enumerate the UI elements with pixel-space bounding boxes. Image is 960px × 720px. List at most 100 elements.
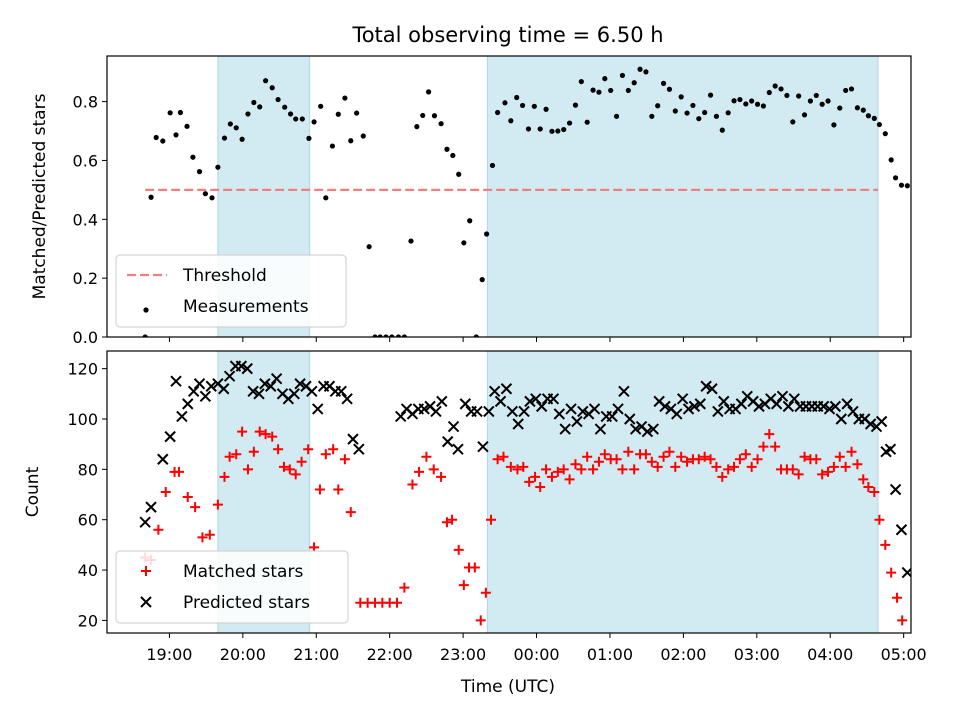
data-point-predicted	[459, 398, 472, 410]
data-point-measurement	[306, 135, 312, 141]
data-point-measurement	[160, 138, 166, 144]
data-point-measurement	[707, 92, 714, 98]
data-point-measurement	[233, 125, 239, 131]
data-point-measurement	[342, 95, 348, 101]
data-point-measurement	[329, 143, 336, 149]
data-point-matched	[729, 461, 740, 472]
data-point-measurement	[245, 111, 251, 117]
data-point-predicted	[606, 410, 618, 423]
y-tick-label: 60	[78, 511, 98, 530]
data-point-measurement	[625, 87, 631, 94]
data-point-matched	[392, 597, 403, 608]
data-point-matched	[670, 461, 681, 472]
data-point-predicted	[253, 388, 265, 400]
data-point-measurement	[737, 96, 743, 103]
data-point-measurement	[888, 157, 894, 163]
x-tick-label: 19:00	[146, 645, 192, 664]
data-point-measurement	[348, 138, 354, 144]
data-point-matched	[296, 456, 307, 467]
data-point-measurement	[749, 98, 755, 104]
data-point-measurement	[807, 98, 814, 104]
data-point-predicted	[565, 403, 577, 415]
data-point-measurement	[725, 110, 731, 116]
data-point-matched	[552, 466, 563, 477]
data-point-measurement	[383, 334, 389, 337]
x-tick-label: 03:00	[734, 645, 780, 664]
data-point-matched	[469, 562, 480, 573]
data-point-measurement	[549, 128, 555, 134]
data-point-matched	[723, 464, 734, 475]
data-point-matched	[512, 464, 523, 475]
data-point-matched	[611, 454, 622, 465]
data-point-matched	[284, 464, 295, 475]
data-point-measurement	[473, 334, 479, 337]
data-point-predicted	[347, 433, 359, 445]
data-point-predicted	[247, 385, 259, 397]
data-point-measurement	[408, 238, 414, 244]
legend-swatch-measurements	[143, 307, 149, 313]
data-point-predicted	[394, 410, 407, 423]
data-point-matched	[314, 484, 325, 495]
data-point-predicted	[671, 408, 683, 420]
data-point-predicted	[823, 403, 836, 415]
data-point-predicted	[688, 400, 701, 413]
data-point-measurement	[660, 80, 667, 86]
data-point-measurement	[860, 107, 866, 113]
data-point-predicted	[341, 393, 353, 405]
data-point-measurement	[831, 122, 837, 128]
data-point-measurement	[898, 182, 905, 188]
data-point-matched	[436, 471, 447, 482]
data-point-measurement	[643, 69, 649, 75]
data-point-matched	[828, 461, 839, 472]
data-point-predicted	[170, 375, 182, 387]
data-point-matched	[303, 444, 314, 455]
data-point-matched	[793, 469, 804, 480]
data-point-measurement	[184, 123, 190, 129]
data-point-measurement	[696, 116, 702, 122]
data-point-measurement	[431, 113, 438, 119]
x-tick-label: 02:00	[660, 645, 706, 664]
data-point-matched	[248, 446, 259, 457]
y-tick-label: 100	[67, 410, 98, 429]
data-point-matched	[629, 464, 640, 475]
data-point-measurement	[772, 83, 778, 89]
data-point-predicted	[512, 418, 524, 430]
data-point-measurement	[843, 87, 849, 94]
data-point-measurement	[892, 175, 899, 181]
data-point-predicted	[294, 378, 306, 390]
data-point-matched	[428, 464, 439, 475]
data-point-matched	[219, 471, 230, 482]
data-point-matched	[182, 492, 193, 503]
data-point-measurement	[784, 92, 790, 99]
data-point-measurement	[566, 120, 573, 126]
data-point-predicted	[506, 405, 519, 418]
data-point-matched	[593, 456, 604, 467]
data-point-measurement	[479, 277, 485, 283]
data-point-predicted	[441, 435, 454, 448]
data-point-measurement	[672, 108, 678, 114]
data-point-matched	[260, 429, 271, 440]
data-point-matched	[787, 464, 798, 475]
data-point-predicted	[157, 453, 169, 465]
data-point-predicted	[500, 383, 513, 395]
data-point-measurement	[608, 87, 614, 94]
data-point-measurement	[514, 94, 520, 101]
data-point-predicted	[659, 400, 671, 413]
data-point-predicted	[817, 400, 830, 413]
data-point-matched	[345, 507, 356, 518]
data-point-measurement	[420, 112, 426, 119]
data-point-measurement	[760, 103, 767, 109]
data-point-matched	[173, 466, 184, 477]
data-point-measurement	[525, 126, 532, 132]
data-point-matched	[897, 615, 908, 626]
data-point-predicted	[700, 380, 712, 392]
data-point-predicted	[145, 501, 157, 513]
data-point-measurement	[813, 92, 819, 99]
data-point-measurement	[666, 86, 673, 92]
data-point-predicted	[847, 405, 859, 418]
data-point-measurement	[519, 102, 526, 109]
data-point-matched	[717, 471, 728, 482]
data-point-measurement	[142, 334, 148, 337]
data-point-matched	[197, 532, 208, 543]
data-point-matched	[693, 454, 704, 465]
